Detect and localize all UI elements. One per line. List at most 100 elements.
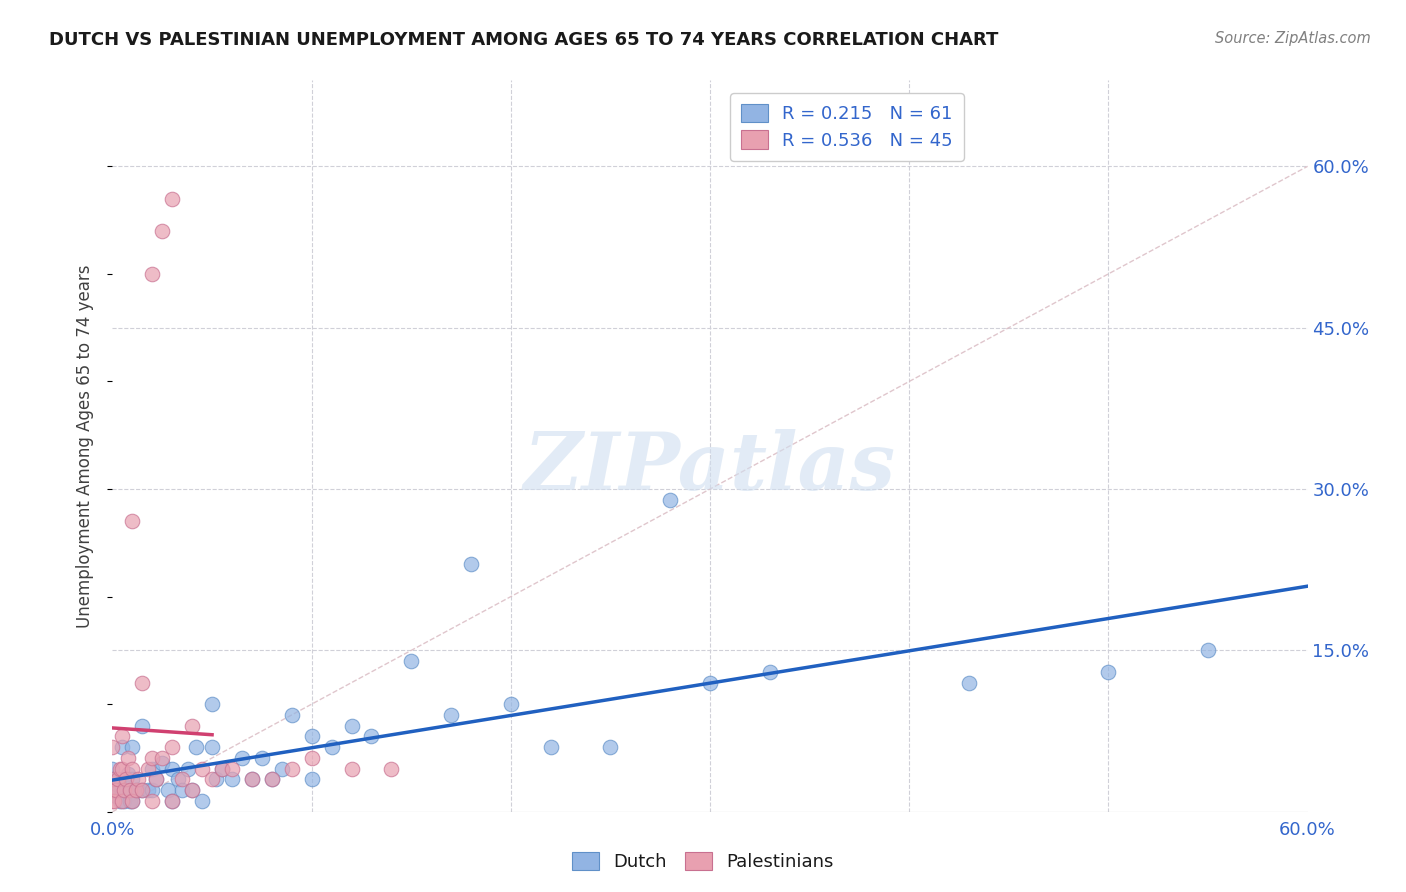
- Point: [111, 740, 134, 755]
- Point: [101, 783, 124, 797]
- Point: [301, 751, 323, 765]
- Point: [460, 558, 482, 572]
- Point: [201, 772, 224, 787]
- Point: [1097, 665, 1119, 679]
- Point: [107, 772, 129, 787]
- Point: [141, 783, 163, 797]
- Point: [131, 675, 153, 690]
- Point: [301, 772, 323, 787]
- Point: [221, 772, 243, 787]
- Point: [101, 772, 124, 787]
- Point: [240, 772, 263, 787]
- Point: [240, 772, 263, 787]
- Point: [101, 783, 124, 797]
- Point: [141, 751, 163, 765]
- Point: [281, 707, 304, 722]
- Point: [167, 772, 190, 787]
- Point: [127, 783, 149, 797]
- Point: [340, 719, 363, 733]
- Point: [101, 740, 124, 755]
- Point: [121, 762, 143, 776]
- Point: [145, 772, 167, 787]
- Point: [181, 783, 204, 797]
- Point: [172, 772, 194, 787]
- Legend: R = 0.215   N = 61, R = 0.536   N = 45: R = 0.215 N = 61, R = 0.536 N = 45: [730, 93, 965, 161]
- Point: [186, 740, 208, 755]
- Point: [131, 719, 153, 733]
- Point: [150, 756, 173, 771]
- Point: [120, 794, 142, 808]
- Point: [211, 762, 233, 776]
- Point: [201, 740, 224, 755]
- Point: [231, 751, 253, 765]
- Point: [540, 740, 562, 755]
- Point: [659, 492, 682, 507]
- Point: [260, 772, 283, 787]
- Point: [301, 730, 323, 744]
- Point: [250, 751, 273, 765]
- Point: [125, 783, 148, 797]
- Point: [105, 789, 128, 803]
- Point: [127, 772, 149, 787]
- Point: [111, 730, 134, 744]
- Point: [599, 740, 621, 755]
- Point: [121, 772, 143, 787]
- Point: [115, 783, 138, 797]
- Point: [162, 794, 183, 808]
- Point: [270, 762, 292, 776]
- Point: [138, 762, 160, 776]
- Point: [205, 772, 228, 787]
- Point: [115, 772, 138, 787]
- Point: [138, 783, 160, 797]
- Point: [759, 665, 782, 679]
- Point: [499, 697, 522, 711]
- Point: [150, 751, 173, 765]
- Point: [699, 675, 721, 690]
- Text: DUTCH VS PALESTINIAN UNEMPLOYMENT AMONG AGES 65 TO 74 YEARS CORRELATION CHART: DUTCH VS PALESTINIAN UNEMPLOYMENT AMONG …: [49, 31, 998, 49]
- Point: [172, 783, 194, 797]
- Point: [117, 751, 139, 765]
- Point: [131, 783, 153, 797]
- Point: [107, 778, 129, 792]
- Point: [114, 794, 135, 808]
- Point: [103, 794, 125, 808]
- Point: [281, 762, 304, 776]
- Legend: Dutch, Palestinians: Dutch, Palestinians: [565, 845, 841, 879]
- Point: [401, 654, 423, 668]
- Point: [340, 762, 363, 776]
- Point: [260, 772, 283, 787]
- Point: [162, 762, 183, 776]
- Point: [181, 719, 204, 733]
- Point: [211, 762, 233, 776]
- Point: [120, 783, 142, 797]
- Point: [157, 783, 180, 797]
- Point: [117, 767, 139, 781]
- Point: [111, 783, 134, 797]
- Point: [162, 794, 183, 808]
- Point: [105, 783, 128, 797]
- Point: [101, 762, 124, 776]
- Point: [110, 794, 132, 808]
- Point: [141, 762, 163, 776]
- Point: [380, 762, 402, 776]
- Point: [957, 675, 980, 690]
- Point: [121, 514, 143, 528]
- Point: [440, 707, 463, 722]
- Point: [360, 730, 382, 744]
- Point: [131, 783, 153, 797]
- Point: [181, 783, 204, 797]
- Point: [1197, 643, 1219, 657]
- Point: [191, 762, 214, 776]
- Point: [162, 192, 183, 206]
- Point: [125, 783, 148, 797]
- Text: ZIPatlas: ZIPatlas: [524, 429, 896, 507]
- Point: [162, 740, 183, 755]
- Point: [141, 794, 163, 808]
- Point: [101, 794, 124, 808]
- Point: [177, 762, 200, 776]
- Point: [121, 794, 143, 808]
- Y-axis label: Unemployment Among Ages 65 to 74 years: Unemployment Among Ages 65 to 74 years: [76, 264, 94, 628]
- Point: [191, 794, 214, 808]
- Point: [101, 772, 124, 787]
- Text: Source: ZipAtlas.com: Source: ZipAtlas.com: [1215, 31, 1371, 46]
